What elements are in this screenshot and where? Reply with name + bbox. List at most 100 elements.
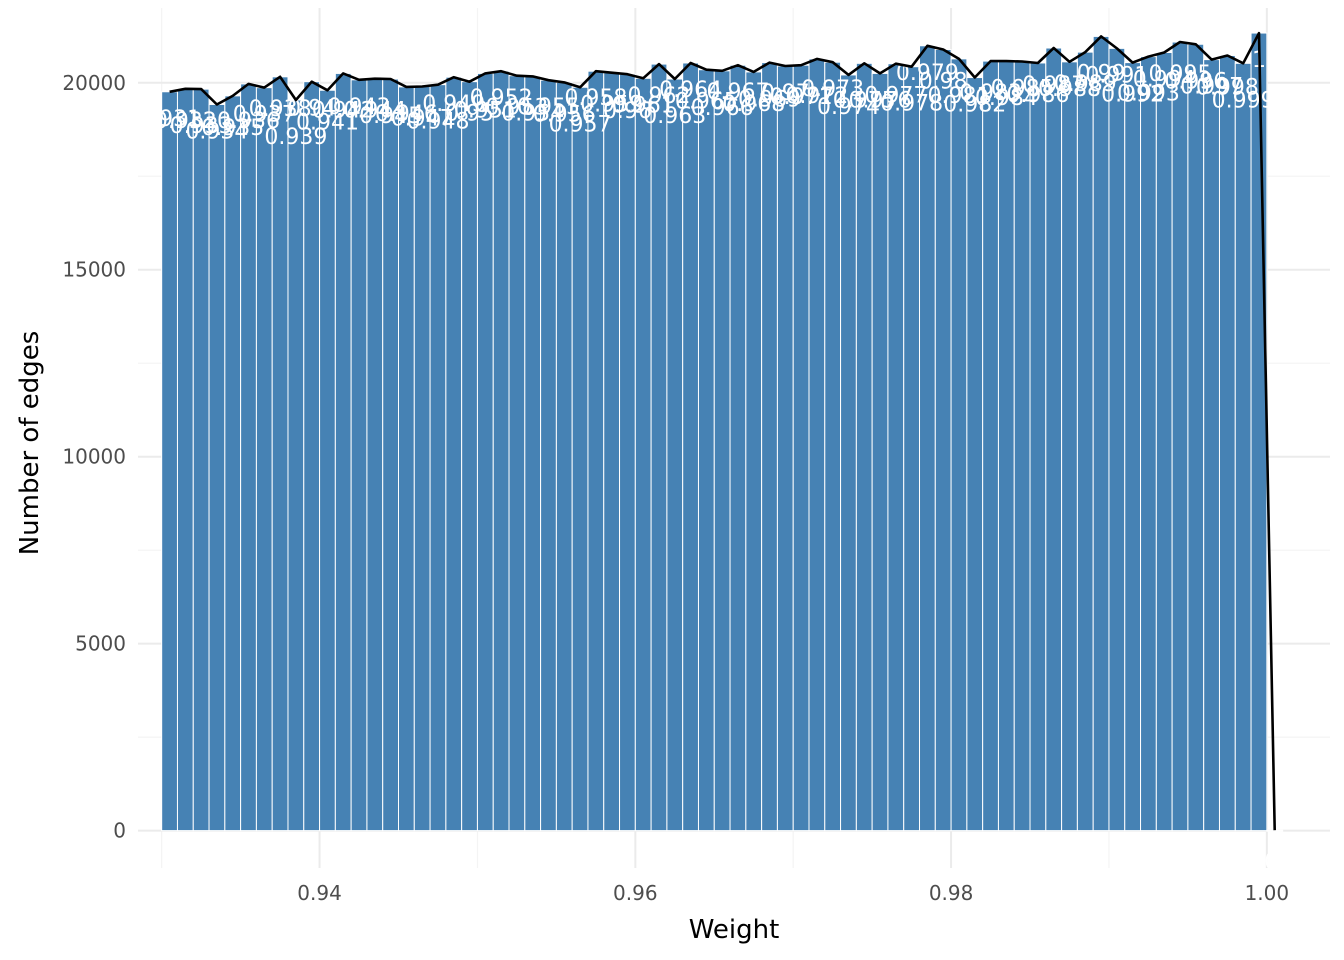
histogram-bar [966, 77, 984, 832]
histogram-bar [1171, 41, 1189, 832]
histogram-bar [1218, 54, 1236, 832]
bar-value-label: 0.936 [217, 109, 280, 134]
histogram-bar [1013, 60, 1031, 832]
histogram-bar [887, 63, 905, 832]
histogram-bar [697, 69, 715, 832]
bar-value-label: 0.937 [233, 103, 296, 128]
bar-value-label: 0.968 [722, 92, 785, 117]
y-tick-label: 20000 [62, 71, 126, 95]
histogram-bar [997, 60, 1015, 832]
bar-value-label: 0.98 [919, 70, 968, 95]
bar-value-label: 0.966 [691, 96, 754, 121]
bar-value-label: 0.939 [264, 125, 327, 150]
histogram-bar [1155, 51, 1173, 832]
bar-value-label: 0.996 [1164, 69, 1227, 94]
histogram-bar [603, 72, 621, 832]
histogram-bar [982, 60, 999, 832]
bar-value-label: 0.96 [603, 99, 652, 124]
histogram-bar [919, 45, 936, 832]
bar-value-label: 0.954 [501, 101, 564, 126]
histogram-bar [808, 58, 826, 832]
count-line [169, 31, 1276, 831]
histogram-bar [555, 81, 573, 832]
histogram-bar [429, 84, 447, 832]
bar-value-label: 0.965 [675, 90, 738, 115]
x-tick-label: 1.00 [1245, 881, 1290, 905]
bar-value-label: 0.946 [375, 102, 438, 127]
bar-value-label: 0.931 [138, 107, 201, 132]
histogram-bar [508, 75, 526, 832]
y-tick-label: 10000 [62, 445, 126, 469]
bar-value-label: 0.944 [343, 99, 406, 124]
bar-value-label: 0.985 [991, 76, 1054, 101]
histogram-bar [1124, 62, 1142, 832]
histogram-bar [461, 81, 478, 832]
bar-value-label: 0.932 [154, 109, 217, 134]
bar-value-label: 0.962 [628, 84, 691, 109]
histogram-bar [666, 78, 684, 832]
histogram-bar [682, 62, 699, 832]
histogram-bar [1203, 59, 1220, 832]
bar-value-label: 0.999 [1212, 88, 1275, 113]
bar-value-label: 0.945 [359, 104, 422, 129]
bar-value-label: 0.947 [391, 107, 454, 132]
histogram-bar [571, 86, 589, 832]
bar-value-label: 0.981 [927, 84, 990, 109]
bar-value-label: 0.967 [706, 80, 769, 105]
histogram-bar [950, 58, 968, 832]
histogram-bar [398, 86, 415, 832]
histogram-bar [634, 77, 652, 832]
y-tick-label: 5000 [75, 632, 126, 656]
histogram-bar [240, 83, 257, 832]
histogram-bar [1061, 61, 1078, 832]
histogram-bar [255, 87, 273, 832]
bar-value-label: 0.994 [1133, 67, 1196, 92]
bar-value-label: 0.978 [880, 92, 943, 117]
histogram-bar [824, 61, 842, 832]
histogram-bar [208, 103, 226, 832]
bar-value-label: 0.993 [1117, 82, 1180, 107]
histogram-bar [855, 62, 873, 832]
x-axis-tick-labels: 0.94 0.96 0.98 1.00 [297, 881, 1289, 905]
histogram-bar [382, 78, 400, 832]
bar-value-label: 0.956 [533, 102, 596, 127]
bar-value-label: 0.953 [485, 96, 548, 121]
bar-value-label: 0.95 [445, 102, 494, 127]
bars [161, 32, 1284, 832]
bar-value-label: 0.941 [296, 110, 359, 135]
bar-value-label: 0.964 [659, 78, 722, 103]
bar-value-label: 0.976 [849, 88, 912, 113]
bar-value-label: 0.961 [612, 93, 675, 118]
bar-value-label: 0.933 [170, 114, 233, 139]
x-tick-label: 0.98 [929, 881, 974, 905]
bar-value-label: 0.987 [1022, 73, 1085, 98]
bar-value-label: 0.992 [1101, 83, 1164, 108]
bar-value-label: 0.957 [549, 112, 612, 137]
bar-value-label: 0.988 [1038, 77, 1101, 102]
x-axis-title: Weight [689, 915, 780, 945]
histogram-bar [445, 76, 463, 832]
histogram-bar [1092, 35, 1110, 832]
bar-value-label: 1.001 [1243, 850, 1306, 875]
histogram-bar [1076, 51, 1094, 832]
histogram-bar [224, 95, 242, 832]
histogram-bar [350, 79, 368, 832]
y-axis-title: Number of edges [15, 331, 45, 556]
histogram-bar [176, 88, 194, 832]
x-tick-label: 0.96 [613, 881, 658, 905]
bar-value-label: 0.934 [185, 119, 248, 144]
bar-value-label: 0.989 [1054, 72, 1117, 97]
histogram-bar [366, 78, 384, 832]
histogram-bar [319, 89, 336, 832]
y-tick-label: 0 [113, 819, 126, 843]
histogram-bar [303, 81, 321, 832]
bar-value-label: 0.974 [817, 95, 880, 120]
histogram-bar [761, 62, 778, 832]
histogram-bar [1187, 43, 1205, 832]
bar-value-label: 0.935 [201, 116, 264, 141]
histogram-bar [192, 88, 210, 832]
histogram-bar [271, 76, 289, 832]
bar-value-label: 0.986 [1006, 83, 1069, 108]
histogram-bar [713, 70, 731, 832]
